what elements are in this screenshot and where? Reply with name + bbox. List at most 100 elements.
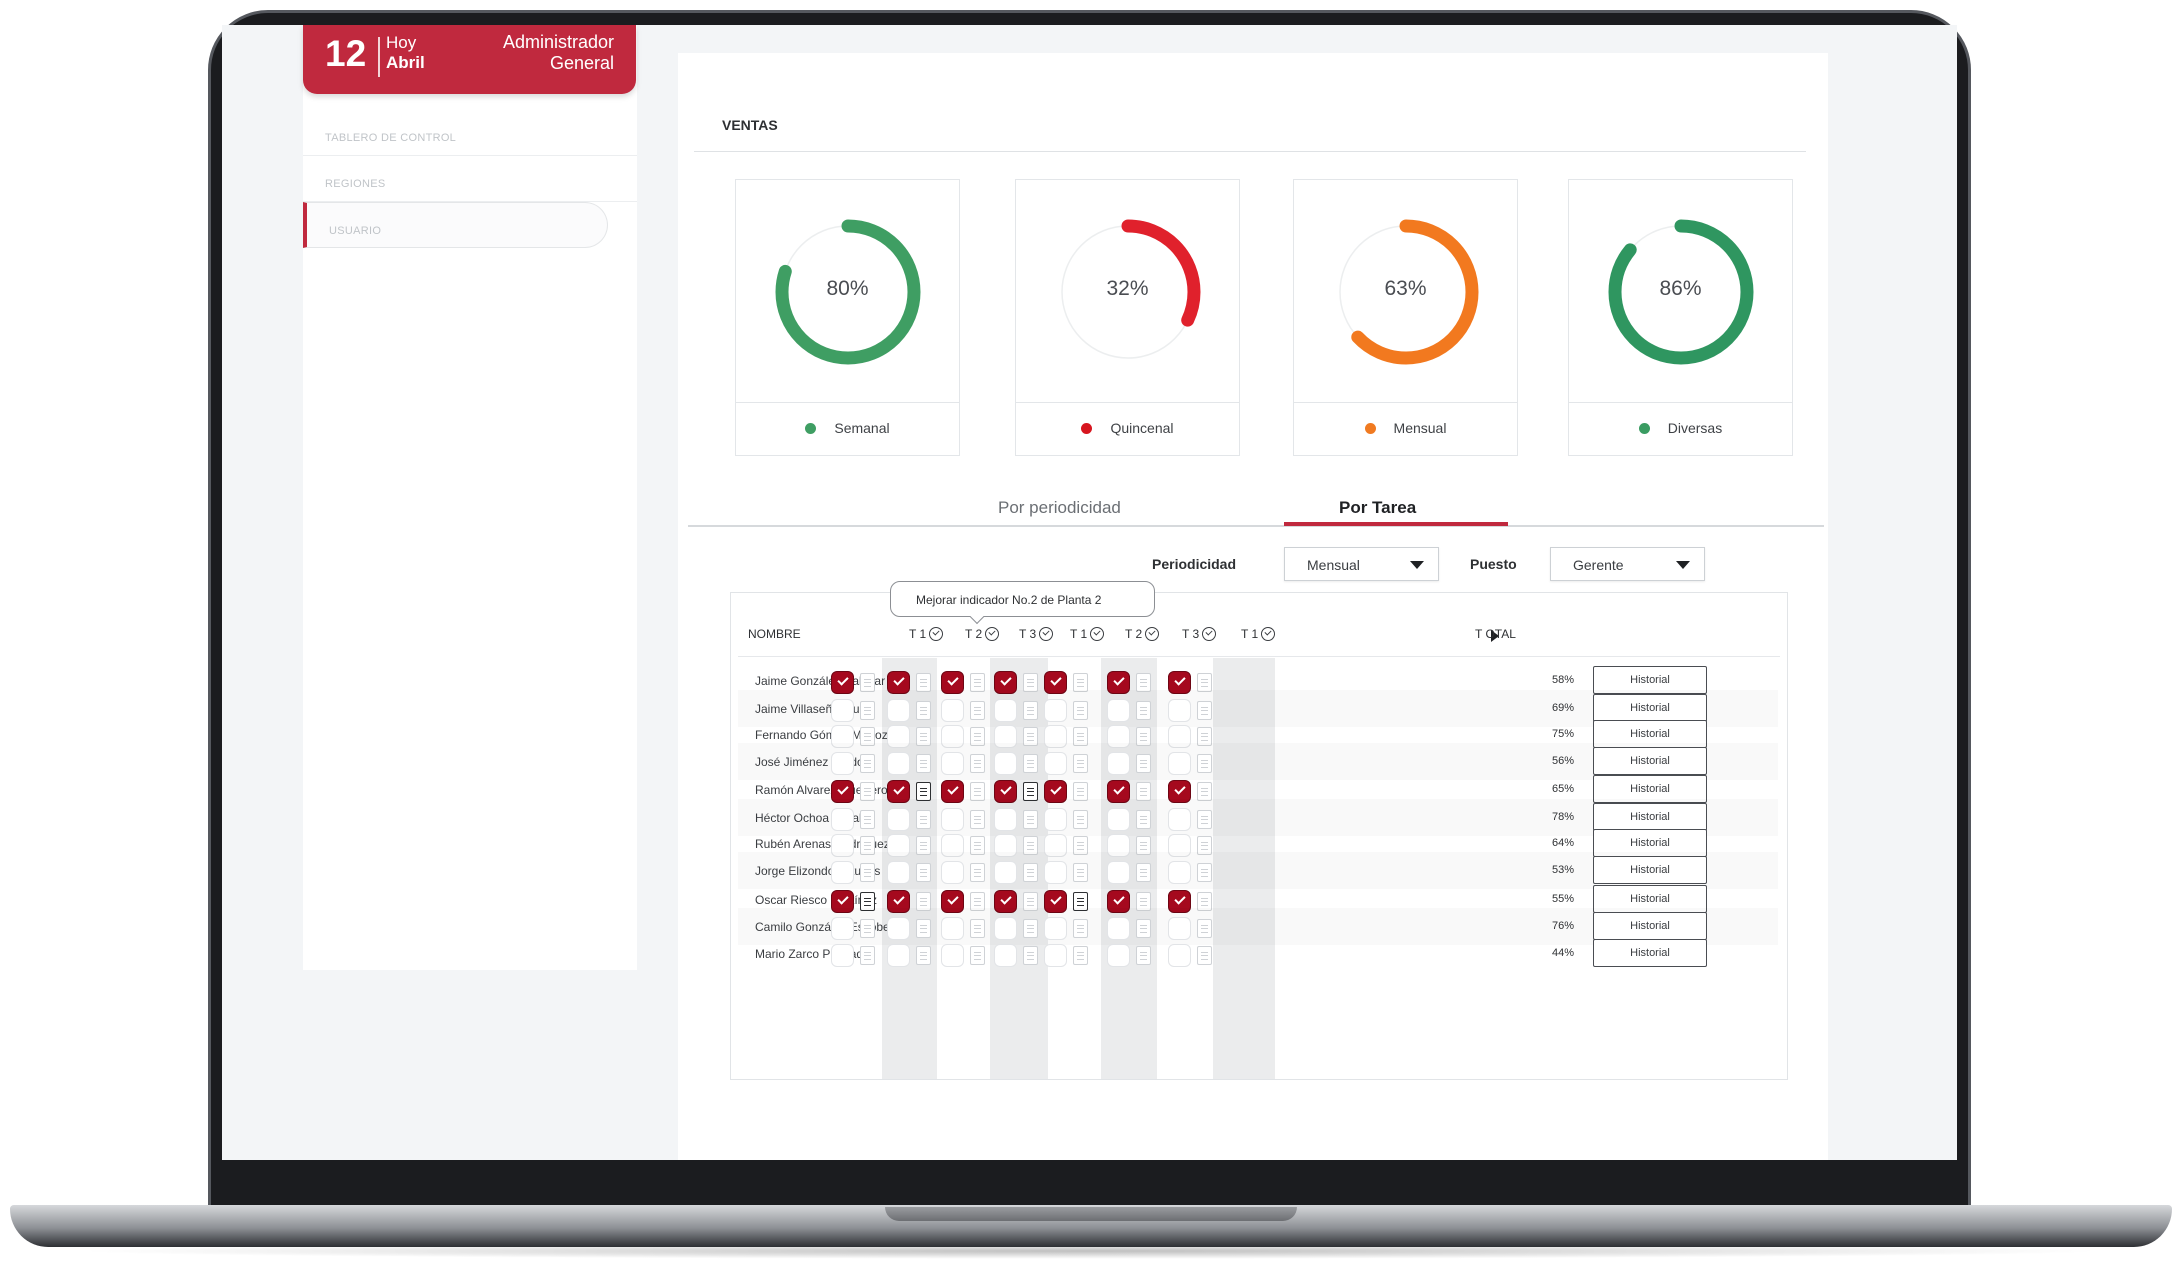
document-icon[interactable] [1136,701,1151,720]
historial-button[interactable]: Historial [1593,939,1707,967]
historial-button[interactable]: Historial [1593,803,1707,831]
document-icon[interactable] [1197,863,1212,882]
task-checkbox[interactable] [887,917,910,940]
task-checkbox[interactable] [831,834,854,857]
document-icon[interactable] [1023,946,1038,965]
document-icon[interactable] [1073,863,1088,882]
document-icon[interactable] [1136,836,1151,855]
document-icon[interactable] [1136,946,1151,965]
document-icon[interactable] [860,946,875,965]
task-checkbox[interactable] [1044,861,1067,884]
document-icon[interactable] [1136,892,1151,911]
sidebar-item-regiones[interactable]: REGIONES [303,156,637,202]
task-checkbox[interactable] [1044,671,1067,694]
historial-button[interactable]: Historial [1593,666,1707,694]
document-icon[interactable] [1197,836,1212,855]
task-checkbox[interactable] [994,834,1017,857]
task-checkbox[interactable] [1168,861,1191,884]
task-checkbox[interactable] [1107,725,1130,748]
task-checkbox[interactable] [1044,834,1067,857]
task-checkbox[interactable] [1107,917,1130,940]
task-checkbox[interactable] [1168,890,1191,913]
task-checkbox[interactable] [887,890,910,913]
task-checkbox[interactable] [887,944,910,967]
document-icon[interactable] [1023,863,1038,882]
document-icon[interactable] [1197,810,1212,829]
task-checkbox[interactable] [941,861,964,884]
task-checkbox[interactable] [1044,752,1067,775]
historial-button[interactable]: Historial [1593,720,1707,748]
column-header-task[interactable]: T 3 [1019,627,1054,641]
document-icon[interactable] [1136,810,1151,829]
document-icon[interactable] [970,673,985,692]
document-icon[interactable] [916,782,931,801]
document-icon[interactable] [1197,946,1212,965]
document-icon[interactable] [916,946,931,965]
task-checkbox[interactable] [831,699,854,722]
document-icon[interactable] [970,754,985,773]
document-icon[interactable] [1197,754,1212,773]
document-icon[interactable] [1023,727,1038,746]
document-icon[interactable] [970,810,985,829]
sidebar-item-tablero[interactable]: TABLERO DE CONTROL [303,110,637,156]
document-icon[interactable] [1136,919,1151,938]
task-checkbox[interactable] [994,890,1017,913]
document-icon[interactable] [916,727,931,746]
document-icon[interactable] [1136,673,1151,692]
task-checkbox[interactable] [1168,944,1191,967]
document-icon[interactable] [916,701,931,720]
tab-por-periodicidad[interactable]: Por periodicidad [998,498,1121,517]
task-checkbox[interactable] [994,671,1017,694]
task-checkbox[interactable] [1107,780,1130,803]
document-icon[interactable] [916,673,931,692]
task-checkbox[interactable] [994,944,1017,967]
task-checkbox[interactable] [941,752,964,775]
task-checkbox[interactable] [887,780,910,803]
document-icon[interactable] [860,863,875,882]
task-checkbox[interactable] [887,752,910,775]
task-checkbox[interactable] [941,780,964,803]
document-icon[interactable] [916,892,931,911]
task-checkbox[interactable] [887,725,910,748]
task-checkbox[interactable] [941,725,964,748]
task-checkbox[interactable] [994,861,1017,884]
document-icon[interactable] [970,946,985,965]
task-checkbox[interactable] [994,780,1017,803]
task-checkbox[interactable] [994,917,1017,940]
document-icon[interactable] [1136,727,1151,746]
document-icon[interactable] [970,892,985,911]
document-icon[interactable] [970,836,985,855]
document-icon[interactable] [1197,727,1212,746]
task-checkbox[interactable] [1168,917,1191,940]
document-icon[interactable] [970,782,985,801]
document-icon[interactable] [1023,673,1038,692]
document-icon[interactable] [916,836,931,855]
document-icon[interactable] [1023,892,1038,911]
task-checkbox[interactable] [887,834,910,857]
task-checkbox[interactable] [941,808,964,831]
column-header-task[interactable]: T 1 [1070,627,1105,641]
task-checkbox[interactable] [1044,808,1067,831]
historial-button[interactable]: Historial [1593,775,1707,803]
task-checkbox[interactable] [887,808,910,831]
document-icon[interactable] [1023,919,1038,938]
task-checkbox[interactable] [994,725,1017,748]
document-icon[interactable] [970,701,985,720]
document-icon[interactable] [1136,782,1151,801]
task-checkbox[interactable] [1107,890,1130,913]
task-checkbox[interactable] [831,808,854,831]
document-icon[interactable] [860,782,875,801]
task-checkbox[interactable] [1107,752,1130,775]
task-checkbox[interactable] [1107,944,1130,967]
document-icon[interactable] [860,701,875,720]
task-checkbox[interactable] [941,699,964,722]
task-checkbox[interactable] [1107,699,1130,722]
task-checkbox[interactable] [1168,725,1191,748]
task-checkbox[interactable] [831,890,854,913]
document-icon[interactable] [1197,673,1212,692]
document-icon[interactable] [1136,754,1151,773]
document-icon[interactable] [970,919,985,938]
task-checkbox[interactable] [1168,752,1191,775]
task-checkbox[interactable] [887,699,910,722]
document-icon[interactable] [1073,946,1088,965]
